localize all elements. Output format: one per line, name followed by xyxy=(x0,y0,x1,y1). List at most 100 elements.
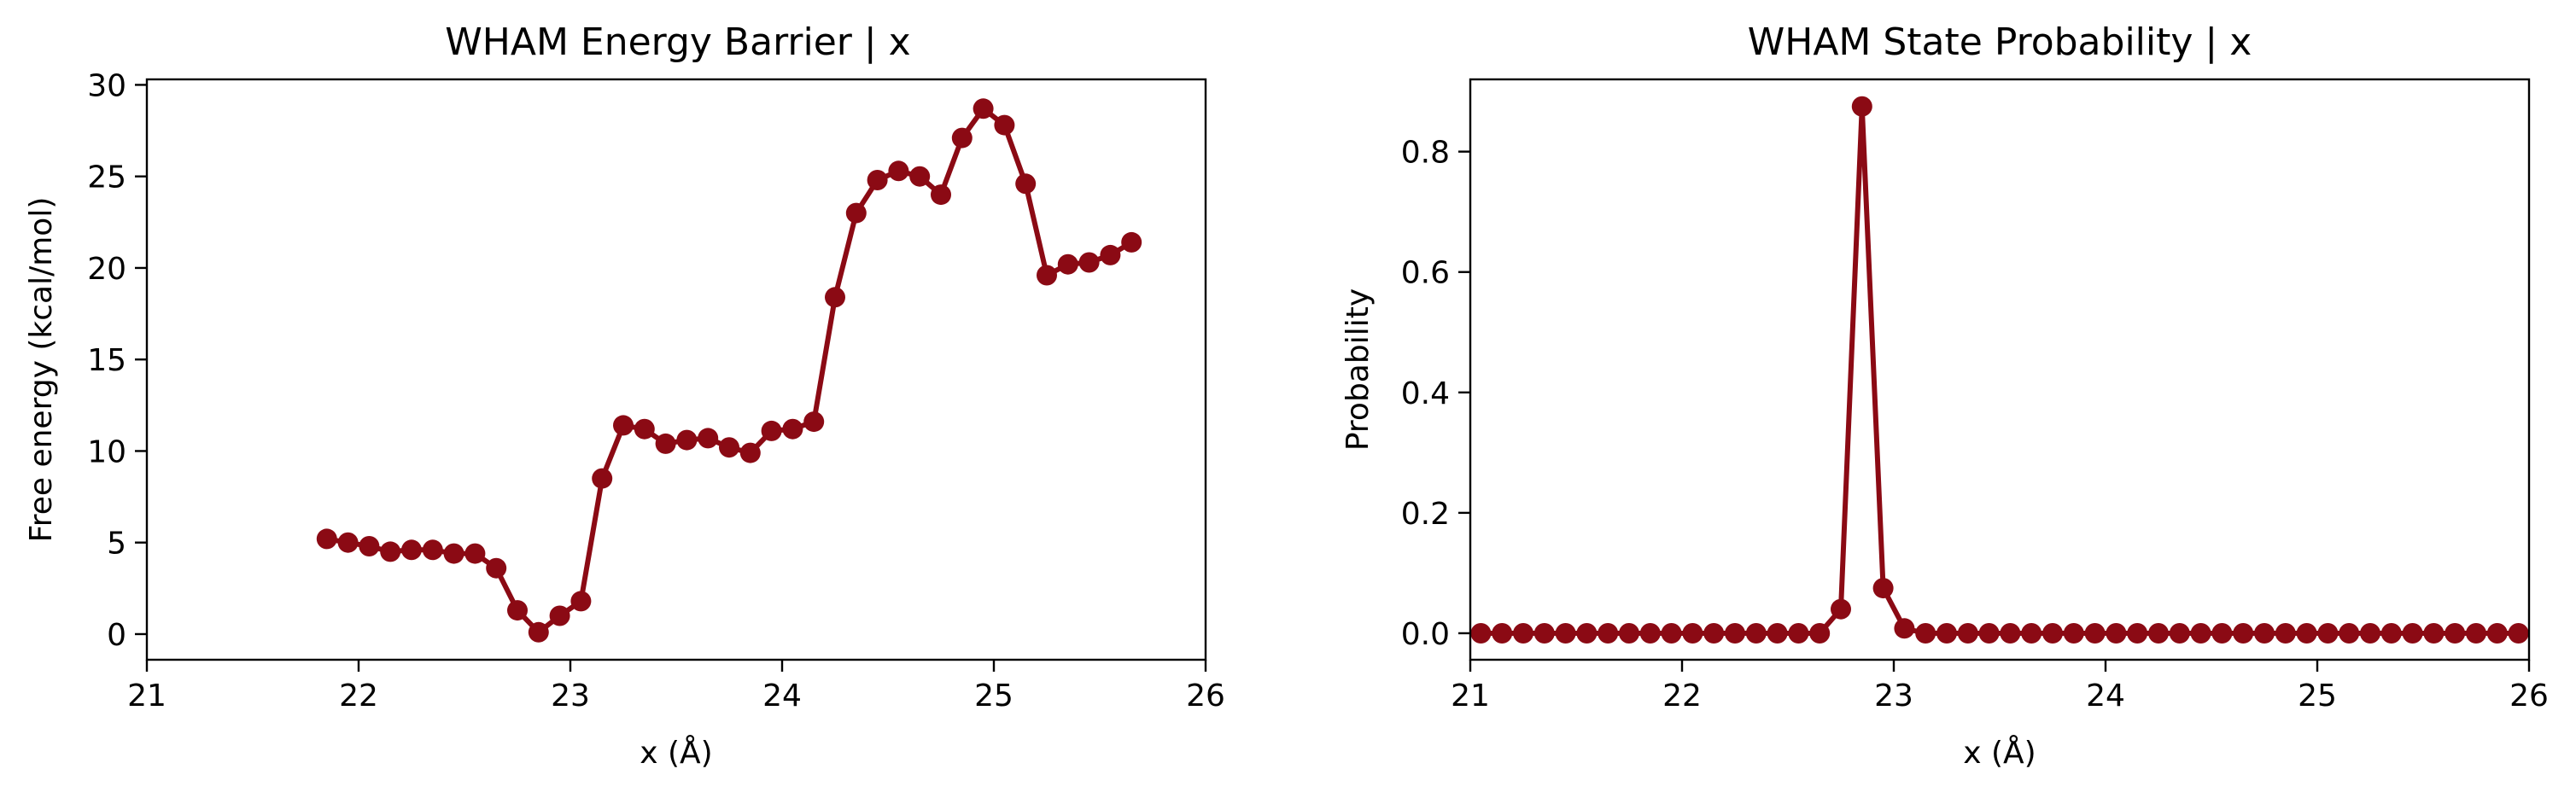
plot-frame xyxy=(145,78,1207,661)
data-point xyxy=(528,621,549,643)
data-point xyxy=(2000,623,2021,644)
tick-layer: 21 22 23 24 25 26 0.0 0.2 0.4 0.6 0.8 xyxy=(1401,136,2549,714)
data-point xyxy=(2042,623,2063,644)
data-point xyxy=(359,536,380,556)
data-point xyxy=(803,411,825,433)
y-tick-label: 0.0 xyxy=(1401,617,1450,652)
data-point xyxy=(1767,623,1788,644)
data-point xyxy=(1639,623,1661,644)
x-tick-label: 23 xyxy=(551,679,590,714)
data-point xyxy=(634,418,655,440)
x-tick-label: 26 xyxy=(1186,679,1225,714)
y-axis-label: Probability xyxy=(1341,288,1376,451)
data-point xyxy=(443,543,464,564)
y-tick-label: 0.8 xyxy=(1401,136,1450,171)
state-probability-chart: WHAM State Probability | x 21 22 23 24 25 26 0… xyxy=(1341,20,2549,771)
data-point xyxy=(1725,623,1745,644)
data-point xyxy=(1470,623,1492,644)
y-tick-label: 0.2 xyxy=(1401,497,1450,532)
x-tick-label: 24 xyxy=(762,679,802,714)
data-point xyxy=(2148,623,2169,644)
marker-layer xyxy=(1470,96,2529,644)
x-tick-label: 21 xyxy=(1451,679,1490,714)
data-point xyxy=(2190,623,2211,644)
data-point xyxy=(888,160,909,182)
data-point xyxy=(2084,623,2106,644)
data-point xyxy=(931,184,951,206)
data-point xyxy=(1555,623,1576,644)
data-point xyxy=(316,528,337,550)
x-tick-label: 22 xyxy=(1662,679,1702,714)
x-tick-label: 25 xyxy=(974,679,1013,714)
data-point xyxy=(592,468,613,489)
data-point xyxy=(2380,623,2402,644)
data-point xyxy=(676,429,698,451)
data-point xyxy=(2211,623,2233,644)
data-point xyxy=(2169,623,2190,644)
y-tick-label: 15 xyxy=(87,343,126,378)
data-point xyxy=(570,591,592,612)
y-tick-label: 0 xyxy=(107,618,126,653)
data-point xyxy=(951,127,973,149)
data-point xyxy=(1915,623,1936,644)
data-point xyxy=(1619,623,1639,644)
data-point xyxy=(2486,623,2508,644)
data-point xyxy=(2254,623,2275,644)
data-point xyxy=(1809,623,1831,644)
data-point xyxy=(1851,96,1872,117)
data-point xyxy=(2275,623,2296,644)
data-point xyxy=(1121,231,1142,253)
data-point xyxy=(1894,618,1915,639)
data-point xyxy=(698,428,719,449)
data-point xyxy=(2063,623,2084,644)
data-point xyxy=(2233,623,2254,644)
chart-title: WHAM State Probability | x xyxy=(1748,20,2252,64)
data-point xyxy=(1936,623,1957,644)
data-point xyxy=(2106,623,2127,644)
data-point xyxy=(2466,623,2486,644)
data-point xyxy=(973,98,994,119)
data-point xyxy=(655,433,676,454)
data-point xyxy=(337,532,359,553)
data-point xyxy=(909,166,931,187)
data-point xyxy=(845,202,867,224)
data-point xyxy=(2127,623,2148,644)
data-point xyxy=(1078,252,1100,273)
x-tick-label: 21 xyxy=(127,679,166,714)
data-point xyxy=(1661,623,1682,644)
data-point xyxy=(1492,623,1513,644)
marker-layer xyxy=(316,98,1142,643)
y-tick-label: 0.4 xyxy=(1401,376,1450,411)
data-point xyxy=(1037,265,1057,286)
data-point xyxy=(2402,623,2423,644)
data-point xyxy=(486,557,507,579)
x-tick-label: 23 xyxy=(1874,679,1913,714)
data-point xyxy=(1745,623,1767,644)
data-point xyxy=(2360,623,2380,644)
y-axis-label: Free energy (kcal/mol) xyxy=(24,197,59,543)
data-point xyxy=(464,543,486,564)
data-point xyxy=(739,442,761,463)
data-point xyxy=(2296,623,2317,644)
x-tick-label: 26 xyxy=(2509,679,2549,714)
x-axis-label: x (Å) xyxy=(640,734,712,771)
series-line xyxy=(1481,103,2519,636)
y-tick-label: 30 xyxy=(87,68,126,103)
data-point xyxy=(422,539,443,561)
data-point xyxy=(380,541,401,562)
data-point xyxy=(401,539,422,561)
data-point xyxy=(2339,623,2360,644)
y-tick-label: 5 xyxy=(107,527,126,562)
data-point xyxy=(613,415,634,436)
data-point xyxy=(1533,623,1555,644)
data-point xyxy=(1957,623,1978,644)
x-tick-label: 22 xyxy=(339,679,378,714)
data-point xyxy=(1703,623,1725,644)
data-point xyxy=(2423,623,2445,644)
data-point xyxy=(1788,623,1809,644)
data-point xyxy=(2445,623,2466,644)
data-point xyxy=(1057,253,1078,275)
chart-title: WHAM Energy Barrier | x xyxy=(445,20,910,64)
plot-frame xyxy=(1469,78,2531,661)
